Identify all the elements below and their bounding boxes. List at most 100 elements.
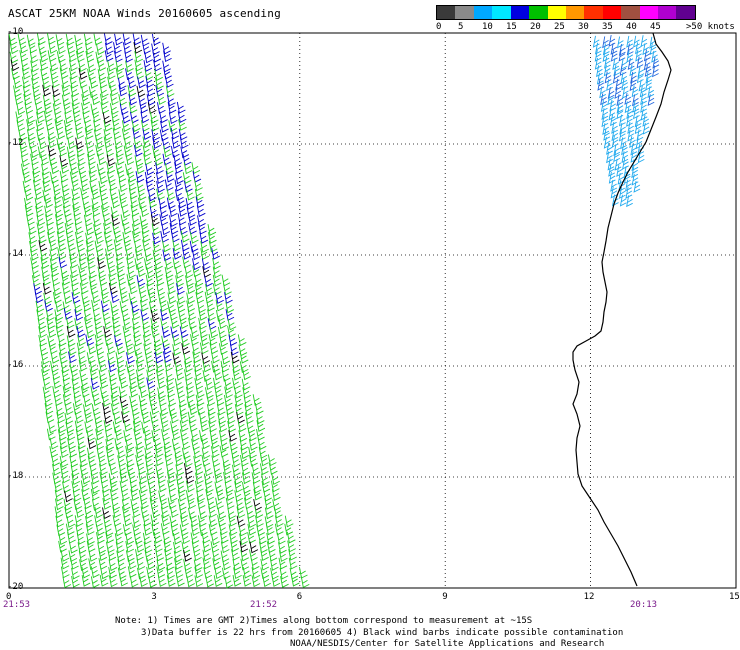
wind-barb [48, 153, 58, 166]
wind-barb [202, 540, 212, 553]
wind-barb [128, 101, 138, 114]
wind-barb [140, 205, 149, 218]
wind-barb [187, 308, 197, 321]
wind-barb [144, 51, 153, 64]
wind-barb [204, 275, 213, 287]
page-title: ASCAT 25KM NOAA Winds 20160605 ascending [8, 7, 281, 20]
wind-barb [614, 158, 622, 171]
wind-barb [140, 34, 150, 47]
wind-barb [165, 85, 175, 98]
wind-barb [98, 180, 108, 193]
wind-barb [137, 197, 147, 210]
latitude-label: -14 [7, 249, 24, 259]
wind-barb [165, 370, 175, 383]
wind-barb [201, 437, 210, 450]
wind-barb [91, 291, 101, 304]
wind-barb [218, 343, 228, 355]
wind-barb [44, 403, 54, 415]
wind-barb [92, 215, 102, 228]
wind-barb [186, 292, 195, 305]
wind-barb [251, 575, 261, 588]
wind-barb [118, 94, 127, 106]
wind-barb [170, 421, 179, 434]
wind-barb [602, 123, 610, 135]
wind-barb [252, 481, 262, 494]
wind-barb [137, 282, 147, 295]
wind-barb [619, 64, 627, 77]
wind-barb [67, 531, 76, 544]
wind-barb [95, 428, 104, 441]
wind-barb [171, 438, 181, 451]
wind-barb [155, 361, 165, 373]
wind-barb [119, 103, 129, 116]
wind-barb [626, 50, 634, 63]
wind-barb [215, 310, 225, 322]
wind-barb [84, 411, 93, 424]
wind-barb [151, 524, 161, 536]
wind-barb [626, 35, 634, 48]
wind-barb [21, 155, 30, 167]
wind-barb [175, 368, 185, 381]
wind-barb [38, 326, 47, 339]
wind-barb [135, 540, 145, 553]
wind-barb [168, 404, 177, 417]
wind-barb [177, 489, 187, 502]
wind-barb [609, 99, 617, 112]
wind-barb [190, 326, 200, 339]
wind-barb [206, 299, 215, 312]
wind-barb [65, 33, 75, 46]
wind-barb [35, 103, 44, 115]
wind-barb [594, 42, 602, 55]
wind-barb [122, 222, 132, 235]
wind-barb [280, 576, 289, 588]
wind-barb [168, 120, 178, 132]
wind-barb [190, 231, 199, 244]
wind-barb [624, 101, 632, 114]
wind-barb [108, 274, 118, 286]
wind-barb [216, 488, 225, 501]
wind-barb [105, 240, 115, 252]
wind-barb [74, 420, 84, 433]
wind-barb [90, 472, 100, 485]
wind-barb [170, 127, 180, 140]
wind-barb [237, 420, 247, 433]
wind-barb [629, 136, 636, 148]
legend-tick-label: 40 [626, 22, 637, 32]
wind-barb [45, 214, 54, 226]
wind-barb [274, 515, 284, 528]
wind-speed-legend: 0 5 10 15 20 25 30 35 40 45 >50 knots [436, 5, 736, 32]
wind-barb [135, 171, 145, 183]
wind-barb [111, 316, 121, 329]
wind-barb [199, 420, 209, 432]
wind-barb [599, 86, 607, 99]
wind-barb [27, 222, 37, 235]
wind-barb [137, 567, 146, 580]
wind-barb [195, 386, 205, 399]
wind-barb [113, 42, 122, 54]
wind-barb [39, 50, 49, 63]
wind-barb [173, 447, 183, 459]
wind-barb [129, 575, 139, 588]
wind-barb [135, 351, 145, 364]
wind-barb [140, 222, 150, 235]
wind-barb [201, 258, 211, 271]
wind-barb [97, 257, 106, 270]
wind-barb [46, 428, 56, 441]
wind-barb [631, 173, 639, 186]
wind-barb [70, 557, 79, 570]
note-line-2: 3)Data buffer is 22 hrs from 20160605 4)… [141, 628, 624, 638]
wind-barb [176, 386, 186, 399]
legend-swatch [676, 6, 695, 19]
wind-barb [206, 394, 216, 407]
wind-barb [627, 129, 635, 142]
wind-barb [42, 273, 51, 286]
wind-barb [35, 300, 45, 313]
wind-barb [631, 166, 639, 179]
wind-barb [66, 326, 76, 338]
wind-barb [56, 127, 66, 140]
wind-barb [40, 257, 50, 269]
wind-barb [154, 351, 164, 364]
wind-barb [635, 42, 642, 55]
wind-barb [132, 420, 142, 433]
wind-barb [83, 395, 92, 408]
